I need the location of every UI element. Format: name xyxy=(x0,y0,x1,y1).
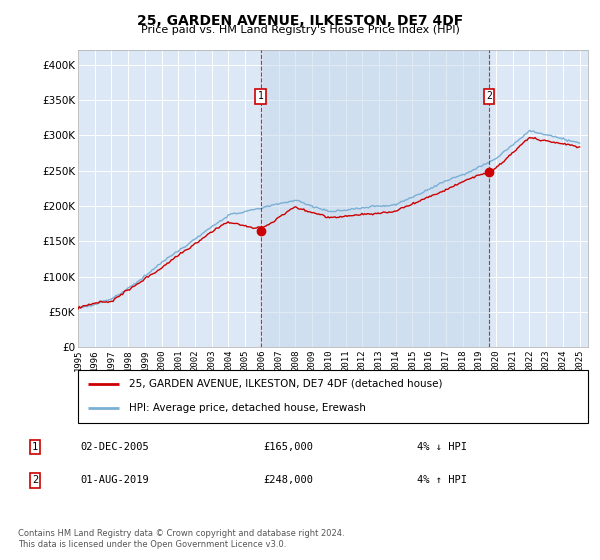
Text: 2: 2 xyxy=(32,475,38,486)
Text: 01-AUG-2019: 01-AUG-2019 xyxy=(80,475,149,486)
Text: £165,000: £165,000 xyxy=(263,442,313,452)
Text: 4% ↑ HPI: 4% ↑ HPI xyxy=(417,475,467,486)
Text: 02-DEC-2005: 02-DEC-2005 xyxy=(80,442,149,452)
Text: 25, GARDEN AVENUE, ILKESTON, DE7 4DF (detached house): 25, GARDEN AVENUE, ILKESTON, DE7 4DF (de… xyxy=(129,379,443,389)
Text: 2: 2 xyxy=(486,91,492,101)
Text: 1: 1 xyxy=(257,91,263,101)
Text: 1: 1 xyxy=(32,442,38,452)
Text: 4% ↓ HPI: 4% ↓ HPI xyxy=(417,442,467,452)
Text: HPI: Average price, detached house, Erewash: HPI: Average price, detached house, Erew… xyxy=(129,403,366,413)
FancyBboxPatch shape xyxy=(78,370,588,423)
Text: Price paid vs. HM Land Registry's House Price Index (HPI): Price paid vs. HM Land Registry's House … xyxy=(140,25,460,35)
Bar xyxy=(260,50,489,347)
Text: £248,000: £248,000 xyxy=(263,475,313,486)
Text: Contains HM Land Registry data © Crown copyright and database right 2024.
This d: Contains HM Land Registry data © Crown c… xyxy=(18,529,344,549)
Text: 25, GARDEN AVENUE, ILKESTON, DE7 4DF: 25, GARDEN AVENUE, ILKESTON, DE7 4DF xyxy=(137,14,463,28)
